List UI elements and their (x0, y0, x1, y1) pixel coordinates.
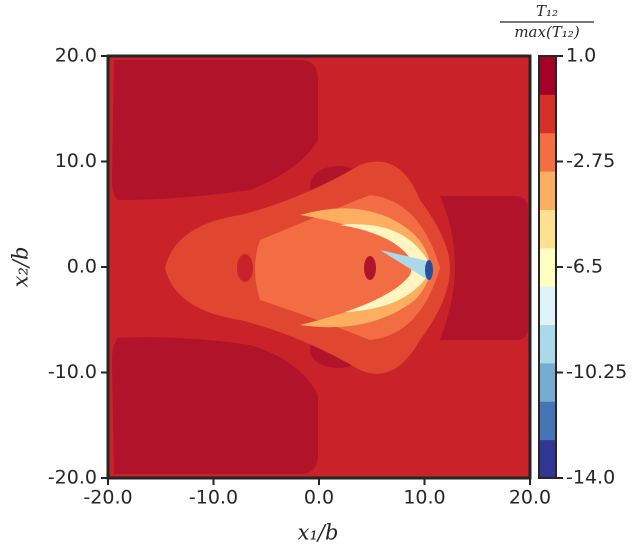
colorbar-segment (539, 401, 556, 441)
y-tick-label: -10.0 (48, 361, 97, 383)
field-region (380, 250, 432, 280)
colorbar-segment (539, 132, 556, 172)
colorbar-segment (539, 171, 556, 210)
colorbar (539, 56, 556, 479)
field-region (440, 196, 528, 340)
x-tick-label: -10.0 (189, 487, 238, 509)
field-region (112, 60, 318, 200)
colorbar-tick-label: -10.25 (566, 361, 627, 383)
field-region (364, 256, 376, 280)
colorbar-segment (539, 324, 556, 364)
colorbar-segment (539, 439, 556, 479)
field-region (340, 224, 429, 312)
y-tick-label: 0.0 (67, 256, 97, 278)
x-tick-label: -20.0 (83, 487, 132, 509)
colorbar-segment (539, 209, 556, 249)
field-region (237, 254, 253, 282)
y-tick-label: 10.0 (55, 150, 97, 172)
y-axis-label: x₂/b (9, 247, 33, 288)
colorbar-segment (539, 286, 556, 326)
colorbar-segment (539, 94, 556, 134)
colorbar-label-denominator: max(T₁₂) (514, 23, 580, 41)
colorbar-segment (539, 56, 556, 95)
colorbar-tick-label: -14.0 (566, 467, 615, 489)
colorbar-tick-label: -6.5 (566, 256, 603, 278)
colorbar-tick-label: -2.75 (566, 150, 615, 172)
x-tick-label: 10.0 (403, 487, 445, 509)
contour-field (108, 56, 530, 478)
y-tick-label: -20.0 (48, 467, 97, 489)
field-region (425, 260, 433, 280)
x-tick-label: 0.0 (304, 487, 334, 509)
x-tick-label: 20.0 (509, 487, 551, 509)
x-axis-label: x₁/b (298, 521, 339, 545)
colorbar-label-numerator: T₁₂ (536, 2, 558, 20)
colorbar-segment (539, 362, 556, 402)
y-tick-label: 20.0 (55, 45, 97, 67)
field-region (112, 337, 318, 474)
colorbar-tick-label: 1.0 (566, 45, 596, 67)
colorbar-segment (539, 247, 556, 287)
